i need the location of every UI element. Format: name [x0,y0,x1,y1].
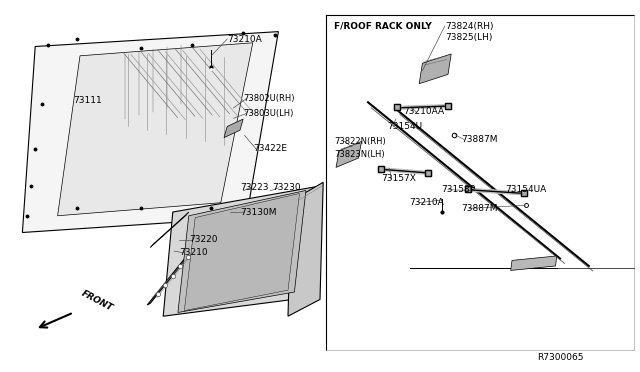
Polygon shape [163,186,320,316]
Text: 73210: 73210 [179,248,208,257]
Text: 73887M: 73887M [461,135,497,144]
Text: 73887M: 73887M [461,204,497,213]
Polygon shape [419,54,451,84]
Text: 73422E: 73422E [253,144,287,153]
Text: 73111: 73111 [74,96,102,105]
Text: 73802U(RH): 73802U(RH) [243,94,294,103]
Text: 73210AA: 73210AA [403,107,444,116]
Text: 73210A: 73210A [227,35,262,44]
Text: 73158P: 73158P [442,185,476,194]
Text: 73824(RH): 73824(RH) [445,22,493,31]
Polygon shape [22,32,278,233]
Polygon shape [336,141,362,167]
Text: 73210A: 73210A [410,198,444,207]
Polygon shape [58,43,253,216]
Text: FRONT: FRONT [80,288,115,312]
Text: 73825(LH): 73825(LH) [445,33,492,42]
Text: 73154UA: 73154UA [506,185,547,194]
Text: 73220: 73220 [189,235,218,244]
Text: 73823N(LH): 73823N(LH) [334,150,385,159]
Polygon shape [288,182,323,316]
Polygon shape [224,119,243,138]
Text: 73223: 73223 [240,183,269,192]
Text: 73157X: 73157X [381,174,415,183]
Polygon shape [511,256,557,270]
Text: 73822N(RH): 73822N(RH) [334,137,386,146]
Text: F/ROOF RACK ONLY: F/ROOF RACK ONLY [334,22,432,31]
Text: 73803U(LH): 73803U(LH) [243,109,294,118]
Polygon shape [184,193,300,311]
Text: R7300065: R7300065 [538,353,584,362]
Polygon shape [178,190,306,312]
Text: 73154U: 73154U [387,122,422,131]
Text: 73230: 73230 [272,183,301,192]
Polygon shape [147,244,198,305]
Polygon shape [150,212,189,247]
Text: 73130M: 73130M [240,208,276,217]
